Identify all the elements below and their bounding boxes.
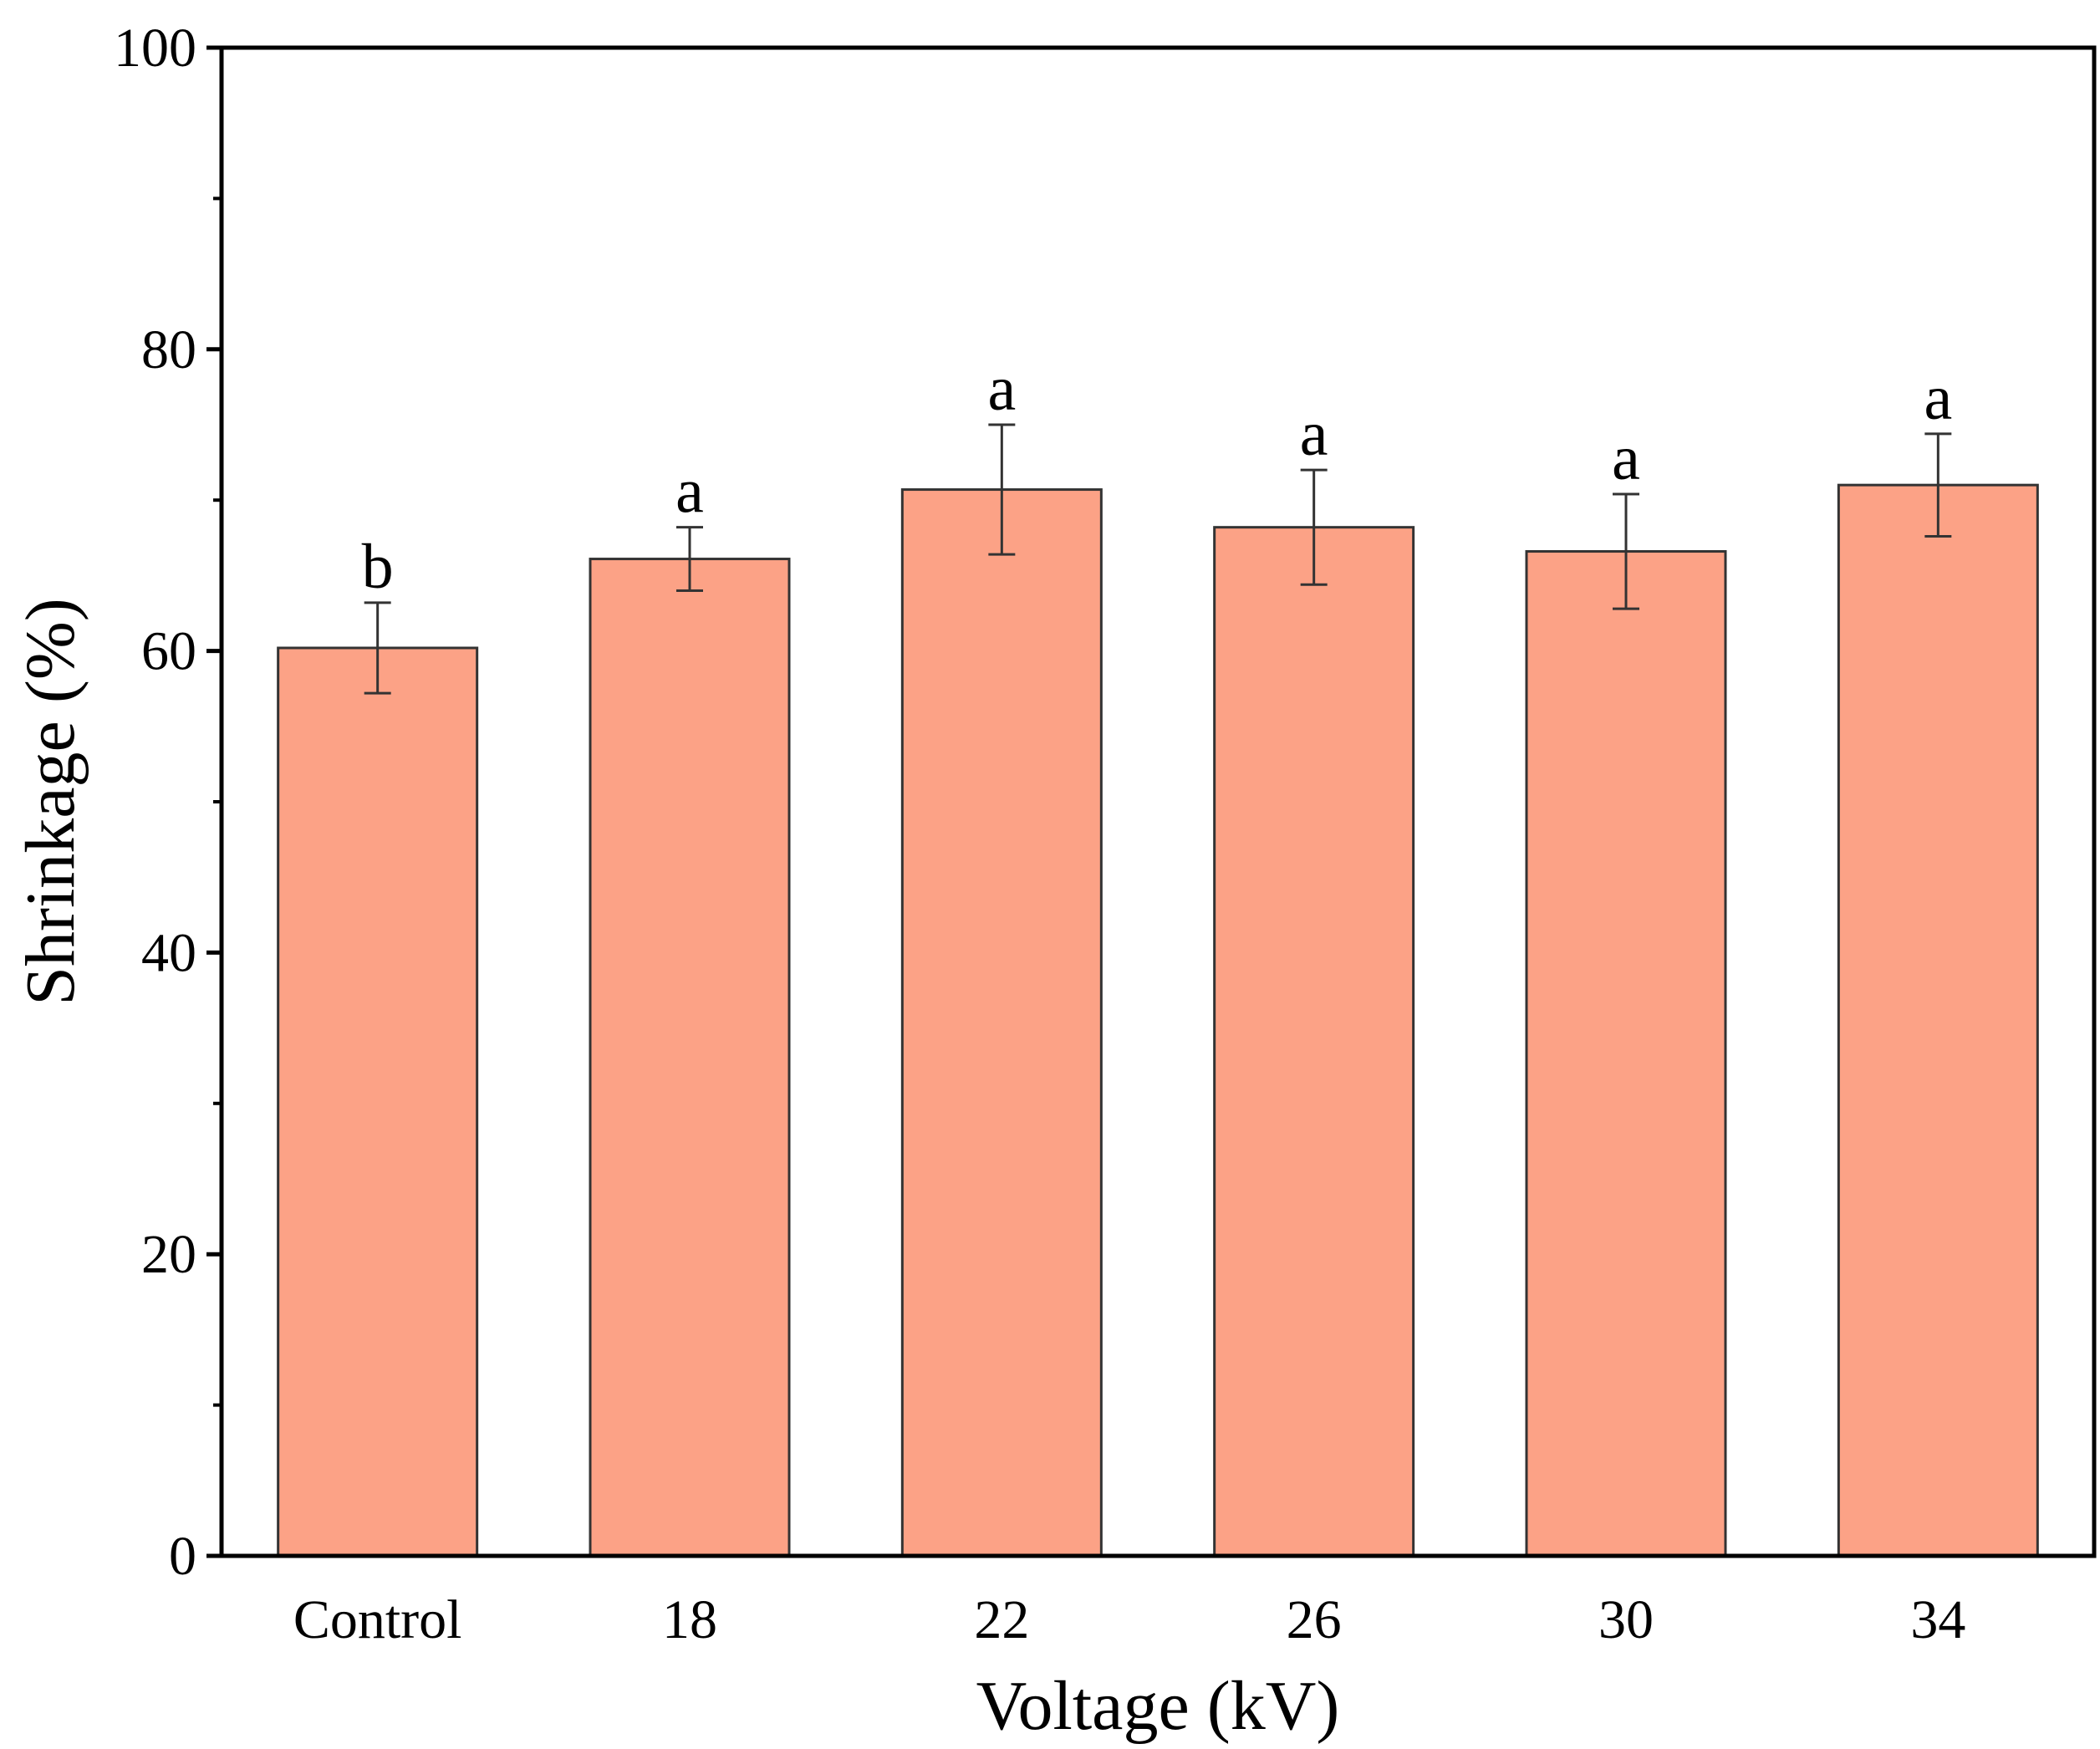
significance-label-30: a — [1612, 423, 1640, 493]
bar-control — [277, 646, 479, 1558]
y-tick-label-40: 40 — [141, 922, 196, 983]
significance-label-control: b — [362, 532, 394, 602]
bar-22 — [900, 488, 1103, 1558]
y-tick-label-80: 80 — [141, 319, 196, 380]
y-tick-label-100: 100 — [114, 18, 196, 79]
axes-group: Control 18 22 26 30 34 0 20 40 60 80 100 — [114, 18, 2097, 1650]
y-axis-title: Shrinkage (%) — [12, 598, 89, 1006]
x-tick-label-22: 22 — [974, 1589, 1029, 1650]
x-tick-label-30: 30 — [1598, 1589, 1654, 1650]
bar-34 — [1837, 483, 2039, 1558]
x-axis-title: Voltage (kV) — [976, 1667, 1340, 1745]
x-tick-label-18: 18 — [662, 1589, 717, 1650]
x-tick-label-control: Control — [293, 1589, 462, 1650]
bar-26 — [1213, 526, 1415, 1558]
bars-group — [277, 483, 2039, 1558]
significance-label-26: a — [1300, 399, 1328, 469]
bar-30 — [1525, 550, 1727, 1558]
y-tick-label-20: 20 — [141, 1224, 196, 1285]
x-tick-label-34: 34 — [1910, 1589, 1965, 1650]
significance-label-22: a — [987, 354, 1016, 424]
significance-labels-group: b a a a a a — [362, 354, 1953, 602]
plot-frame — [219, 45, 2097, 1558]
y-tick-label-0: 0 — [169, 1526, 196, 1587]
x-tick-label-26: 26 — [1287, 1589, 1342, 1650]
bar-18 — [589, 558, 791, 1558]
y-tick-label-60: 60 — [141, 621, 196, 682]
significance-label-18: a — [675, 456, 704, 527]
error-bars-group — [364, 423, 1952, 695]
significance-label-34: a — [1924, 363, 1952, 433]
